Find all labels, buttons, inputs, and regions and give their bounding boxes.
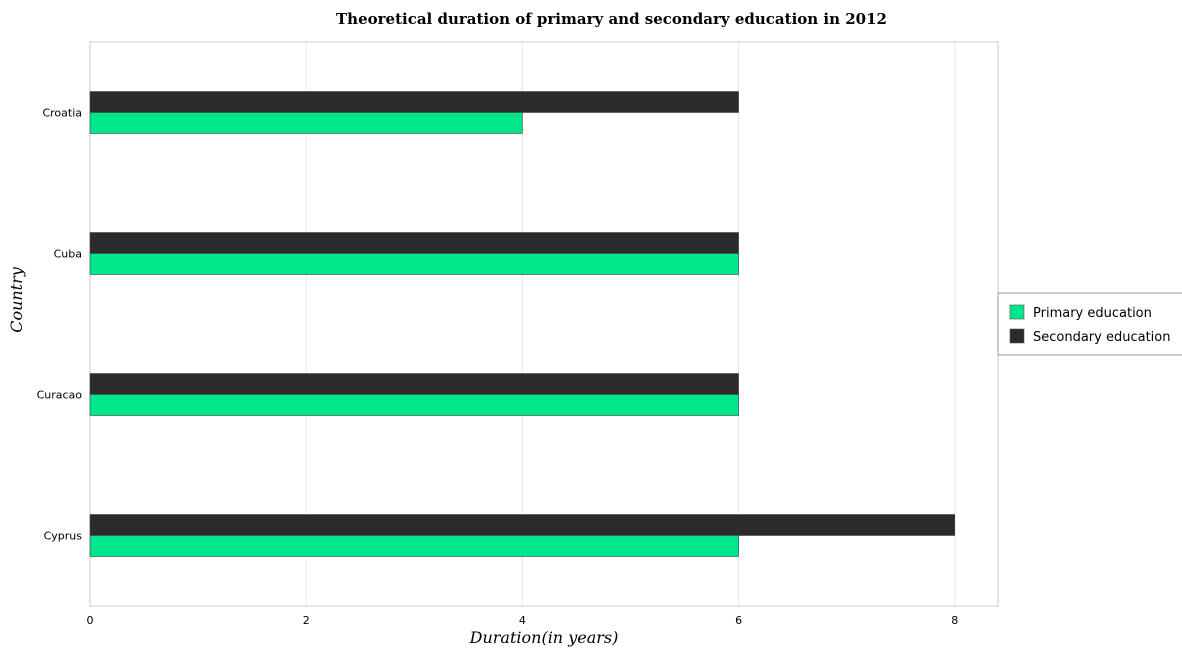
x-tick-label: 0 [87,614,94,627]
x-tick-label: 8 [951,614,958,627]
bar-primary [90,536,739,557]
bar-secondary [90,92,739,113]
y-tick-label: Cyprus [44,530,83,543]
bar-secondary [90,374,739,395]
bar-secondary [90,233,739,254]
chart-title: Theoretical duration of primary and seco… [336,10,887,28]
x-tick-label: 6 [735,614,742,627]
bar-primary [90,254,739,275]
x-axis-label: Duration(in years) [469,628,619,647]
legend-swatch-primary [1010,305,1024,319]
x-tick-label: 2 [303,614,310,627]
bar-primary [90,395,739,416]
y-axis-label: Country [7,266,26,333]
legend-label-primary: Primary education [1033,306,1152,321]
y-tick-label: Curacao [37,389,83,402]
bar-primary [90,113,522,134]
legend-box [998,293,1182,355]
legend-label-secondary: Secondary education [1033,330,1170,345]
y-tick-labels: Croatia Cuba Curacao Cyprus [37,107,83,543]
bar-secondary [90,515,955,536]
legend: Primary education Secondary education [998,293,1182,355]
y-tick-label: Cuba [54,248,82,261]
x-tick-label: 4 [519,614,526,627]
x-tick-labels: 0 2 4 6 8 [87,614,959,627]
legend-swatch-secondary [1010,329,1024,343]
y-tick-label: Croatia [42,107,82,120]
